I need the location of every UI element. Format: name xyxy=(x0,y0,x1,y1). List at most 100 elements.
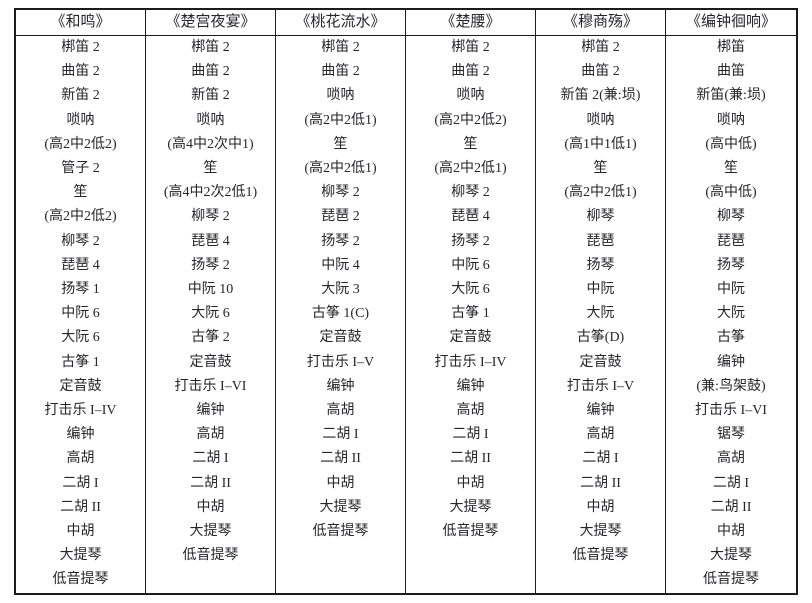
instrument-cell: 扬琴 1 xyxy=(61,282,100,298)
instrument-cell: 高胡 xyxy=(326,403,355,419)
instrument-cell: 大提琴 xyxy=(579,524,622,540)
column-body: 梆笛 2 曲笛 2 唢呐 (高2中2低2) 笙 (高2中2低1) 柳琴 2 琵琶 4 扬琴 2 中… xyxy=(406,36,535,593)
work-title: 《楚腰》 xyxy=(406,10,535,36)
instrument-cell: (高2中2低1) xyxy=(434,161,507,177)
column-body: 梆笛 2 曲笛 2 唢呐 (高2中2低1) 笙 (高2中2低1) 柳琴 2 琵琶 2 扬琴 2 中… xyxy=(276,36,405,593)
instrument-cell: 中阮 10 xyxy=(187,282,234,298)
instrument-cell: 中胡 xyxy=(456,475,485,491)
instrument-cell: 二胡 I xyxy=(322,427,359,443)
instrument-cell: (高1中1低1) xyxy=(564,136,637,152)
instrument-cell: 低音提琴 xyxy=(312,524,369,540)
instrument-cell: 打击乐 I–VI xyxy=(695,403,767,419)
instrument-cell: 大提琴 xyxy=(319,499,362,515)
instrument-cell: 低音提琴 xyxy=(442,524,499,540)
instrument-cell: 编钟 xyxy=(196,403,225,419)
instrument-cell: 琵琶 4 xyxy=(451,209,490,225)
instrument-cell: 编钟 xyxy=(586,403,615,419)
instrument-cell: 打击乐 I–V xyxy=(306,354,375,370)
instrument-cell: 中胡 xyxy=(586,499,615,515)
instrument-cell: 柳琴 2 xyxy=(451,185,490,201)
instrument-cell: 扬琴 2 xyxy=(191,257,230,273)
instrument-cell: 大阮 xyxy=(717,306,745,322)
instrument-cell: 打击乐 I–VI xyxy=(174,378,247,394)
instrument-cell: 曲笛 2 xyxy=(451,64,490,80)
instrument-cell: 定音鼓 xyxy=(189,354,232,370)
work-title: 《编钟徊响》 xyxy=(666,10,796,36)
work-title: 《桃花流水》 xyxy=(276,10,405,36)
instrument-cell: 中阮 6 xyxy=(61,306,100,322)
work-title: 《楚宫夜宴》 xyxy=(146,10,275,36)
instrument-cell: (兼:鸟架鼓) xyxy=(696,378,766,394)
instrument-cell: 中阮 6 xyxy=(451,257,490,273)
instrument-cell: 二胡 I xyxy=(192,451,229,467)
instrument-cell: 二胡 II xyxy=(190,475,231,491)
instrument-cell: 低音提琴 xyxy=(182,548,239,564)
instrument-cell: 唢呐 xyxy=(196,112,225,128)
instrument-cell: 打击乐 I–IV xyxy=(44,403,117,419)
work-column-4: 《楚腰》 梆笛 2 曲笛 2 唢呐 (高2中2低2) 笙 (高2中2低1) 柳琴 2 琵琶 4 扬… xyxy=(406,10,536,593)
instrument-cell: (高2中2低2) xyxy=(44,136,117,152)
instrument-cell: 古筝 1 xyxy=(451,306,490,322)
instrument-cell: 低音提琴 xyxy=(52,572,109,588)
work-column-2: 《楚宫夜宴》 梆笛 2 曲笛 2 新笛 2 唢呐 (高4中2次中1) 笙 (高4中2次2低1)… xyxy=(146,10,276,593)
instrument-cell: 梆笛 2 xyxy=(191,40,230,55)
instrument-cell: 编钟 xyxy=(326,378,355,394)
instrument-cell: 梆笛 xyxy=(717,40,745,55)
instrument-cell: 柳琴 2 xyxy=(191,209,230,225)
instrument-cell: 唢呐 xyxy=(66,112,95,128)
instrument-cell: 定音鼓 xyxy=(449,330,492,346)
instrument-cell: 高胡 xyxy=(586,427,615,443)
instrument-cell: 二胡 I xyxy=(62,475,99,491)
instrument-cell: 扬琴 xyxy=(717,257,745,273)
instrument-cell: 扬琴 2 xyxy=(451,233,490,249)
instrument-cell: 笙 xyxy=(333,136,348,152)
instrument-cell: 古筝(D) xyxy=(576,330,625,346)
instrument-cell: (高4中2次中1) xyxy=(167,136,254,152)
instrument-cell: 大提琴 xyxy=(449,499,492,515)
instrument-cell: (高中低) xyxy=(705,185,757,201)
instrument-cell: 梆笛 2 xyxy=(581,40,620,55)
instrument-cell: 大提琴 xyxy=(59,548,102,564)
instrument-cell: 二胡 I xyxy=(452,427,489,443)
instrument-cell: 锯琴 xyxy=(717,427,745,443)
instrument-cell: 大阮 3 xyxy=(321,282,360,298)
instrument-cell: 笙 xyxy=(203,161,218,177)
instrument-cell: 古筝 1 xyxy=(61,354,100,370)
instrument-cell: 梆笛 2 xyxy=(321,40,360,55)
instrument-cell: 大提琴 xyxy=(710,548,752,564)
instrument-cell: 笙 xyxy=(724,161,738,177)
instrument-cell: 新笛 2 xyxy=(191,88,230,104)
instrument-cell: (高2中2低2) xyxy=(434,112,507,128)
instrument-cell: 二胡 II xyxy=(60,499,101,515)
instrument-cell: 梆笛 2 xyxy=(451,40,490,55)
instrument-cell: 琵琶 4 xyxy=(191,233,230,249)
instrument-cell: 中阮 xyxy=(717,282,745,298)
instrument-cell: 扬琴 xyxy=(586,257,615,273)
instrument-cell: 定音鼓 xyxy=(579,354,622,370)
instrument-cell: 琵琶 xyxy=(586,233,615,249)
instrument-cell: 高胡 xyxy=(456,403,485,419)
instrument-cell: 柳琴 2 xyxy=(61,233,100,249)
instrument-cell: 大阮 6 xyxy=(61,330,100,346)
work-column-3: 《桃花流水》 梆笛 2 曲笛 2 唢呐 (高2中2低1) 笙 (高2中2低1) 柳琴 2 琵琶 … xyxy=(276,10,406,593)
instrument-cell: 高胡 xyxy=(717,451,745,467)
instrument-cell: 曲笛 2 xyxy=(61,64,100,80)
instrument-cell: 中胡 xyxy=(66,524,95,540)
instrument-cell: 中阮 4 xyxy=(321,257,360,273)
instrument-cell: 二胡 I xyxy=(712,475,750,491)
instrument-cell: 琵琶 2 xyxy=(321,209,360,225)
instrument-cell: (高中低) xyxy=(705,136,757,152)
instrument-cell: 笙 xyxy=(593,161,608,177)
instrument-cell: 二胡 II xyxy=(320,451,361,467)
instrument-cell: 笙 xyxy=(463,136,478,152)
column-body: 梆笛 曲笛 新笛(兼:埙) 唢呐 (高中低) 笙 (高中低) 柳琴 琵琶 扬琴 中阮 大阮 古筝 编钟 (兼… xyxy=(666,36,796,593)
work-title: 《穆商殇》 xyxy=(536,10,665,36)
instrument-cell: 琵琶 4 xyxy=(61,257,100,273)
instrument-cell: 二胡 II xyxy=(450,451,491,467)
column-body: 梆笛 2 曲笛 2 新笛 2(兼:埙) 唢呐 (高1中1低1) 笙 (高2中2低1) 柳琴 琵琶… xyxy=(536,36,665,593)
instrument-cell: 打击乐 I–IV xyxy=(434,354,507,370)
instrument-cell: 柳琴 xyxy=(586,209,615,225)
instrument-cell: 中胡 xyxy=(196,499,225,515)
instrument-cell: 定音鼓 xyxy=(59,378,102,394)
instrument-cell: 高胡 xyxy=(66,451,95,467)
